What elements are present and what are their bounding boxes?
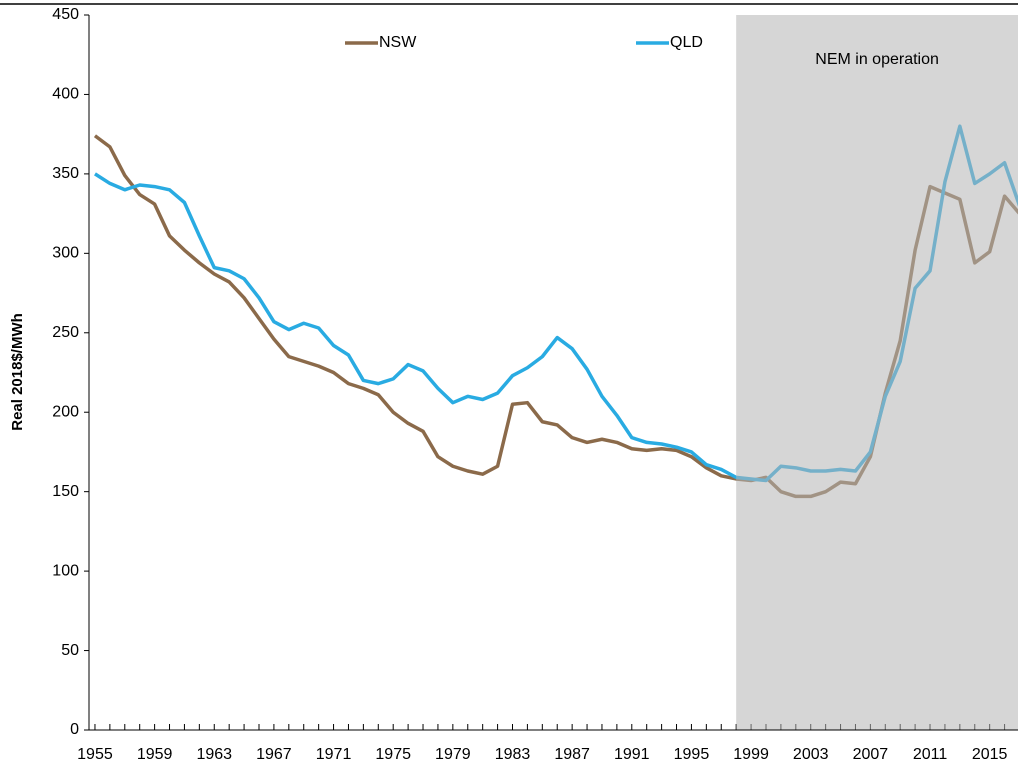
x-tick-label: 2003 bbox=[793, 746, 829, 763]
y-tick-label: 50 bbox=[61, 642, 79, 659]
x-tick-label: 1979 bbox=[435, 746, 471, 763]
y-tick-label: 150 bbox=[52, 483, 79, 500]
x-tick-label: 2007 bbox=[853, 746, 889, 763]
shaded-region bbox=[736, 15, 1018, 730]
x-tick-label: 1991 bbox=[614, 746, 650, 763]
y-tick-label: 300 bbox=[52, 245, 79, 262]
shaded-region-label: NEM in operation bbox=[815, 51, 939, 68]
x-tick-label: 1975 bbox=[375, 746, 411, 763]
x-tick-label: 1955 bbox=[77, 746, 113, 763]
y-tick-label: 100 bbox=[52, 562, 79, 579]
x-tick-label: 1971 bbox=[316, 746, 352, 763]
x-tick-label: 2015 bbox=[972, 746, 1008, 763]
y-tick-label: 450 bbox=[52, 6, 79, 23]
x-tick-label: 1983 bbox=[495, 746, 531, 763]
y-tick-label: 250 bbox=[52, 324, 79, 341]
x-tick-label: 2011 bbox=[913, 746, 948, 763]
x-tick-label: 1967 bbox=[256, 746, 292, 763]
x-tick-label: 1999 bbox=[733, 746, 769, 763]
x-tick-label: 1963 bbox=[196, 746, 232, 763]
y-tick-label: 200 bbox=[52, 403, 79, 420]
x-tick-label: 1995 bbox=[674, 746, 710, 763]
y-tick-label: 0 bbox=[70, 721, 79, 738]
x-tick-label: 1959 bbox=[137, 746, 173, 763]
x-tick-label: 1987 bbox=[554, 746, 590, 763]
y-axis-label: Real 2018$/MWh bbox=[9, 313, 26, 431]
y-tick-label: 400 bbox=[52, 86, 79, 103]
legend-label: NSW bbox=[379, 34, 417, 51]
legend-label: QLD bbox=[670, 34, 703, 51]
y-tick-label: 350 bbox=[52, 165, 79, 182]
